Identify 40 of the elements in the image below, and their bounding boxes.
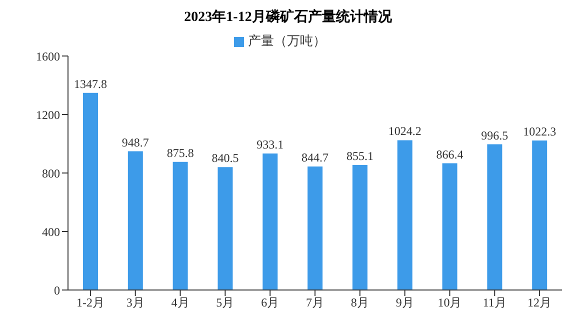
data-label: 855.1	[346, 148, 374, 163]
data-label: 875.8	[166, 146, 194, 160]
y-tick-label: 800	[42, 166, 60, 180]
x-tick-label: 1-2月	[76, 296, 104, 310]
x-tick-label: 7月	[306, 296, 324, 310]
y-tick-label: 1600	[36, 49, 60, 64]
chart-title: 2023年1-12月磷矿石产量统计情况	[183, 8, 393, 27]
data-label: 844.7	[302, 150, 329, 164]
bar	[487, 144, 502, 290]
data-label: 933.1	[256, 138, 284, 152]
data-label: 1347.8	[74, 76, 107, 91]
x-tick-label: 4月	[171, 296, 190, 310]
bar	[442, 163, 458, 290]
data-label: 866.4	[436, 147, 464, 162]
x-tick-label: 5月	[216, 296, 234, 310]
data-label: 948.7	[122, 135, 149, 150]
data-label: 996.5	[481, 128, 508, 142]
data-label: 1024.2	[388, 124, 422, 138]
legend-label: 产量（万吨）	[248, 33, 326, 48]
x-tick-label: 6月	[261, 296, 280, 310]
x-tick-label: 9月	[396, 296, 414, 310]
x-tick-label: 8月	[350, 296, 369, 310]
bar	[352, 164, 368, 290]
bar	[308, 166, 323, 290]
y-tick-label: 0	[54, 283, 60, 298]
data-label: 840.5	[212, 151, 239, 166]
bar	[218, 167, 233, 290]
x-tick-label: 10月	[438, 296, 462, 310]
x-tick-label: 12月	[528, 296, 552, 310]
bar	[172, 162, 188, 290]
bar	[532, 140, 548, 290]
y-tick-label: 400	[42, 224, 60, 239]
x-tick-label: 11月	[482, 296, 506, 310]
bar	[397, 140, 412, 290]
bar	[83, 92, 98, 290]
bar	[262, 154, 278, 290]
bar	[128, 151, 143, 290]
y-tick-label: 1200	[36, 108, 60, 122]
x-tick-label: 3月	[126, 296, 144, 310]
data-label: 1022.3	[523, 124, 556, 138]
